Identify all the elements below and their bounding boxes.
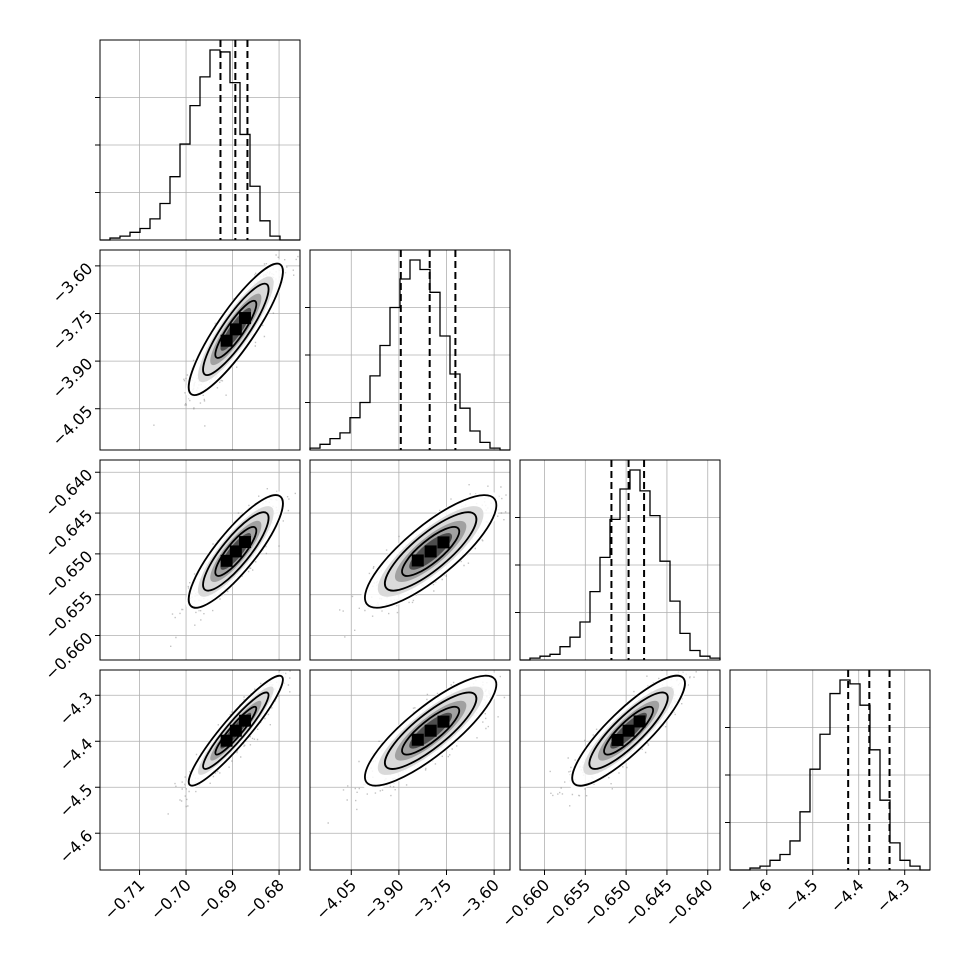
xtick-label-1-2: −0.69 <box>193 875 241 923</box>
hist-panel-3 <box>515 459 721 661</box>
hist-frame-4 <box>729 669 931 871</box>
contour-0-2 <box>202 282 270 376</box>
pair-frame-1 <box>99 459 301 661</box>
pair-content-5 <box>520 670 720 870</box>
xtick-label-4-0: −4.6 <box>735 875 776 916</box>
histogram-1 <box>100 49 300 241</box>
xtick-label-2-0: −4.05 <box>312 875 360 923</box>
ytick-label-4-1: −4.5 <box>55 780 96 821</box>
contour-4-3 <box>401 705 461 756</box>
contour-3-3 <box>214 705 258 756</box>
density-core-2-1 <box>411 554 424 567</box>
pair-content-1 <box>100 460 300 660</box>
ytick-label-4-2: −4.4 <box>55 734 96 775</box>
pair-content-4 <box>310 670 510 870</box>
hist-frame-1 <box>99 39 301 241</box>
contour-4-2 <box>384 691 478 770</box>
histogram-4 <box>730 679 930 871</box>
contour-1-3 <box>214 526 258 577</box>
contour-2-2 <box>384 511 478 592</box>
ytick-label-2-1: −3.90 <box>48 354 96 402</box>
ytick-label-4-0: −4.6 <box>55 826 96 867</box>
ytick-label-2-2: −3.75 <box>48 306 96 354</box>
density-core-5-2 <box>622 724 635 737</box>
ytick-label-2-0: −4.05 <box>48 402 96 450</box>
contour-2-3 <box>401 526 461 577</box>
pair-frame-2 <box>309 459 511 661</box>
contour-0-3 <box>214 299 258 359</box>
hist-frame-2 <box>309 249 511 451</box>
xtick-label-2-3: −3.60 <box>455 875 503 923</box>
density-core-1-2 <box>229 545 242 558</box>
xtick-label-1-1: −0.70 <box>147 875 195 923</box>
hist-frame-3 <box>519 459 721 661</box>
pair-panel-2-3 <box>309 459 511 661</box>
pair-content-3 <box>100 670 300 870</box>
density-core-0-2 <box>229 323 242 336</box>
pair-panel-1-2 <box>99 249 301 451</box>
pair-content-2 <box>310 460 510 660</box>
contour-3-2 <box>202 691 270 770</box>
density-core-2-2 <box>424 545 437 558</box>
contour-3-1 <box>187 674 284 787</box>
hist-panel-1 <box>95 39 301 241</box>
contour-1-1 <box>187 494 284 609</box>
density-core-2-3 <box>437 536 450 549</box>
density-core-4-1 <box>411 733 424 746</box>
density-core-4-2 <box>424 724 437 737</box>
pair-frame-5 <box>519 669 721 871</box>
density-core-1-3 <box>239 536 252 549</box>
pair-panel-2-4 <box>309 669 511 871</box>
contour-5-1 <box>571 674 686 787</box>
pair-frame-4 <box>309 669 511 871</box>
density-core-0-3 <box>239 312 252 325</box>
pair-frame-0 <box>99 249 301 451</box>
xtick-label-2-2: −3.75 <box>407 875 455 923</box>
histogram-3 <box>520 469 721 661</box>
histogram-2 <box>309 259 510 451</box>
pair-panel-3-4 <box>519 669 721 871</box>
density-core-0-1 <box>220 334 233 347</box>
hist-panel-2 <box>305 249 511 451</box>
density-core-5-3 <box>633 715 646 728</box>
contour-5-3 <box>603 705 654 756</box>
contour-0-1 <box>187 262 284 396</box>
pair-panel-1-4 <box>99 669 301 871</box>
ytick-label-2-3: −3.60 <box>48 259 96 307</box>
ytick-label-4-3: −4.3 <box>55 688 96 729</box>
contour-5-2 <box>588 691 669 770</box>
xtick-label-2-1: −3.90 <box>360 875 408 923</box>
xtick-label-4-1: −4.5 <box>781 875 822 916</box>
pair-frame-3 <box>99 669 301 871</box>
xtick-label-4-2: −4.4 <box>827 875 868 916</box>
density-core-3-2 <box>229 724 242 737</box>
pair-panel-1-3 <box>99 459 301 661</box>
xtick-label-4-3: −4.3 <box>873 875 914 916</box>
contour-1-2 <box>202 511 270 592</box>
density-core-5-1 <box>611 733 624 746</box>
density-core-1-1 <box>220 554 233 567</box>
xtick-label-1-3: −0.68 <box>240 875 288 923</box>
contour-2-1 <box>364 494 498 609</box>
hist-panel-4 <box>725 669 931 871</box>
density-core-4-3 <box>437 715 450 728</box>
contour-4-1 <box>364 674 498 787</box>
xtick-label-1-0: −0.71 <box>100 875 148 923</box>
pair-content-0 <box>100 250 300 450</box>
